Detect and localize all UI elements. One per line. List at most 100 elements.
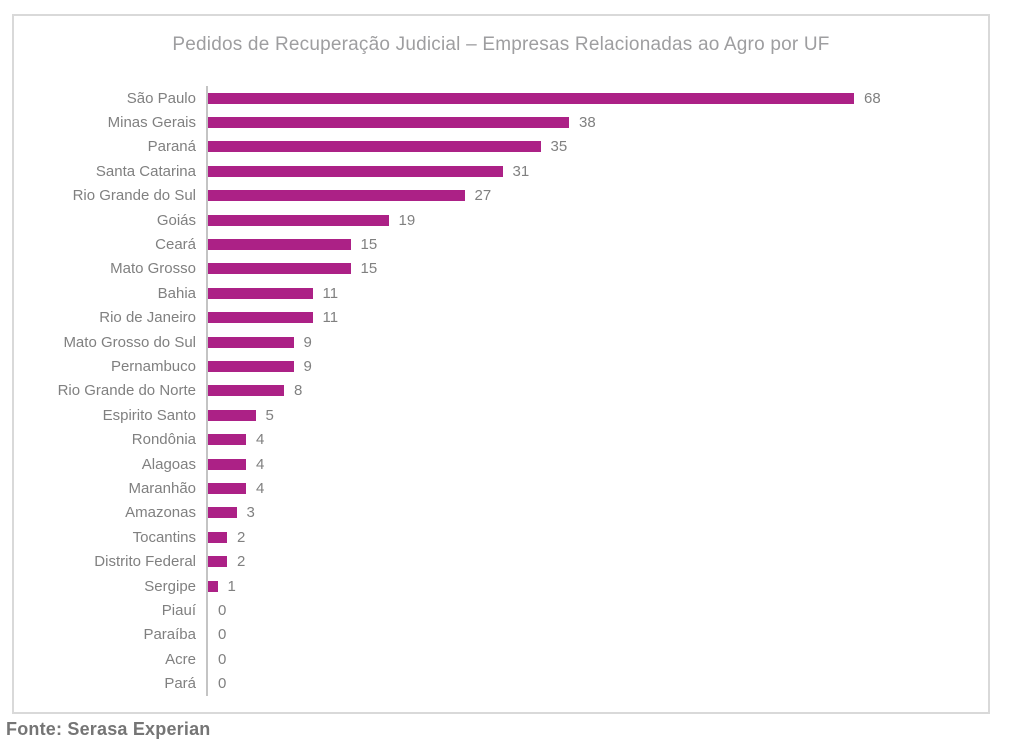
category-label: Amazonas [125,504,196,522]
value-label: 9 [303,357,312,375]
chart-title: Pedidos de Recuperação Judicial – Empres… [172,34,830,55]
bar [208,385,284,397]
bar [208,117,569,129]
category-label: Paraíba [143,626,196,644]
category-label: Pará [164,675,196,693]
value-label: 0 [218,626,227,644]
bar [208,141,541,153]
bar-row: Acre 0 [14,646,988,672]
bar-zone: 4 [206,427,988,452]
bar-zone: 15 [206,256,988,282]
value-label: 0 [218,601,227,619]
category-label: Espirito Santo [102,406,196,424]
bar-zone: 5 [206,403,988,428]
bar-row: Paraíba 0 [14,622,988,647]
bar [208,287,313,299]
value-label: 11 [322,284,339,302]
chart-container: Pedidos de Recuperação Judicial – Empres… [12,14,990,714]
source-note: Fonte: Serasa Experian [6,719,211,739]
bar-zone: 31 [206,159,988,184]
bar-row: Rio de Janeiro 11 [14,305,988,330]
bar-zone: 9 [206,354,988,379]
bar-row: Rio Grande do Sul 27 [14,183,988,208]
value-label: 35 [550,138,568,156]
bar [208,482,246,494]
bar-plot: São Paulo 68 Minas Gerais 38 Paraná 35 Santa C… [14,86,988,696]
bar [208,190,465,202]
bar-zone: 15 [206,232,988,257]
value-label: 31 [512,162,530,180]
value-label: 4 [256,431,265,449]
value-label: 38 [579,114,596,132]
bar-row: Paraná 35 [14,134,988,160]
value-label: 19 [398,211,416,229]
bar-zone: 2 [206,549,988,574]
bar-row: Distrito Federal 2 [14,549,988,574]
bar-zone: 0 [206,671,988,696]
bar-zone: 8 [206,378,988,404]
bar-zone: 38 [206,110,988,135]
bar-zone: 3 [206,500,988,526]
bar [208,214,389,226]
category-label: Distrito Federal [94,553,196,571]
value-label: 1 [227,577,236,595]
bar [208,434,246,446]
bar [208,263,351,275]
category-label: Acre [165,650,196,668]
bar-row: Minas Gerais 38 [14,110,988,135]
value-label: 27 [474,187,492,205]
bar [208,580,218,592]
category-label: Rio Grande do Sul [72,187,196,205]
category-label: Mato Grosso [110,260,196,278]
bar-row: Goiás 19 [14,207,988,233]
bar-row: Piauí 0 [14,598,988,623]
bar-row: Mato Grosso do Sul 9 [14,329,988,355]
bar-zone: 19 [206,207,988,233]
value-label: 8 [294,382,303,400]
bar [208,556,227,568]
bar [208,458,246,470]
bar-row: Amazonas 3 [14,500,988,526]
bar-row: São Paulo 68 [14,86,988,111]
value-label: 68 [864,89,881,107]
bar-zone: 0 [206,622,988,647]
bar-row: Espirito Santo 5 [14,403,988,428]
category-label: Tocantins [132,528,196,546]
bar-zone: 35 [206,134,988,160]
value-label: 5 [265,406,274,424]
category-label: Alagoas [141,455,196,473]
category-label: Minas Gerais [107,114,196,132]
category-label: São Paulo [126,89,196,107]
bar [208,312,313,324]
bar-zone: 11 [206,305,988,330]
bar-zone: 27 [206,183,988,208]
bar-zone: 4 [206,451,988,477]
value-label: 3 [246,504,255,522]
value-label: 9 [303,333,312,351]
category-label: Bahia [157,284,196,302]
bar-zone: 9 [206,329,988,355]
bar-row: Rio Grande do Norte 8 [14,378,988,404]
category-label: Santa Catarina [95,162,196,180]
category-label: Rondônia [131,431,196,449]
bar-zone: 4 [206,476,988,501]
bar [208,165,503,177]
bar-zone: 0 [206,646,988,672]
category-label: Rio de Janeiro [99,309,196,327]
value-label: 2 [237,553,246,571]
category-label: Rio Grande do Norte [57,382,196,400]
bar-row: Sergipe 1 [14,573,988,599]
value-label: 4 [256,479,265,497]
bar-row: Tocantins 2 [14,525,988,550]
bar [208,507,237,519]
bar [208,531,227,543]
bar-zone: 0 [206,598,988,623]
bar-row: Ceará 15 [14,232,988,257]
category-label: Sergipe [144,577,196,595]
bar-row: Bahia 11 [14,281,988,306]
category-label: Ceará [155,236,196,254]
bar [208,336,294,348]
value-label: 4 [256,455,265,473]
bar-row: Pernambuco 9 [14,354,988,379]
